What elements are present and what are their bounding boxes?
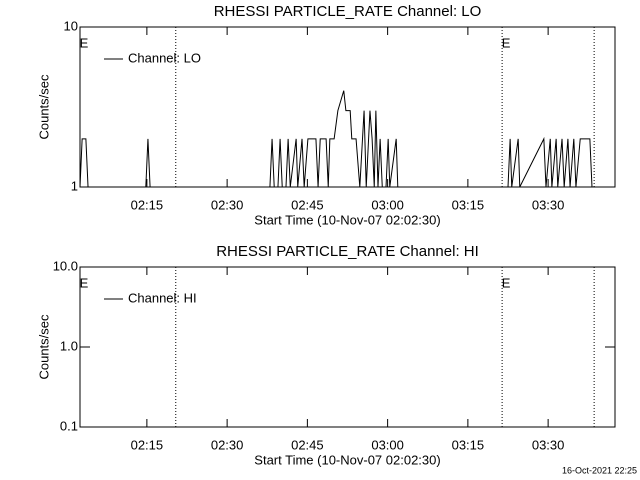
annotation: E <box>502 275 511 290</box>
x-tick-label: 02:45 <box>291 197 324 212</box>
y-tick-label: 10 <box>64 18 78 33</box>
y-tick-label: 1.0 <box>60 338 78 353</box>
x-tick-label: 02:15 <box>131 437 164 452</box>
annotation: E <box>80 35 89 50</box>
x-tick-label: 03:15 <box>452 437 485 452</box>
x-tick-label: 02:30 <box>211 197 244 212</box>
y-axis-label: Counts/sec <box>36 74 51 140</box>
x-tick-label: 03:00 <box>371 437 404 452</box>
y-tick-label: 0.1 <box>60 418 78 433</box>
y-tick-label: 1 <box>71 178 78 193</box>
y-axis-label: Counts/sec <box>36 314 51 380</box>
plot-frame <box>79 26 616 188</box>
chart-title: RHESSI PARTICLE_RATE Channel: HI <box>216 243 479 260</box>
x-tick-label: 02:30 <box>211 437 244 452</box>
x-tick-label: 02:45 <box>291 437 324 452</box>
x-tick-label: 02:15 <box>131 197 164 212</box>
x-tick-label: 03:00 <box>371 197 404 212</box>
x-axis-label: Start Time (10-Nov-07 02:02:30) <box>254 212 440 227</box>
x-axis-label: Start Time (10-Nov-07 02:02:30) <box>254 452 440 467</box>
footer-timestamp: 16-Oct-2021 22:25 <box>562 465 637 475</box>
legend-label: Channel: LO <box>128 50 201 65</box>
x-tick-label: 03:30 <box>532 437 565 452</box>
x-tick-label: 03:15 <box>452 197 485 212</box>
annotation: E <box>502 35 511 50</box>
y-tick-label: 10.0 <box>53 258 78 273</box>
annotation: E <box>80 275 89 290</box>
legend-label: Channel: HI <box>128 290 197 305</box>
chart-title: RHESSI PARTICLE_RATE Channel: LO <box>214 3 482 20</box>
x-tick-label: 03:30 <box>532 197 565 212</box>
